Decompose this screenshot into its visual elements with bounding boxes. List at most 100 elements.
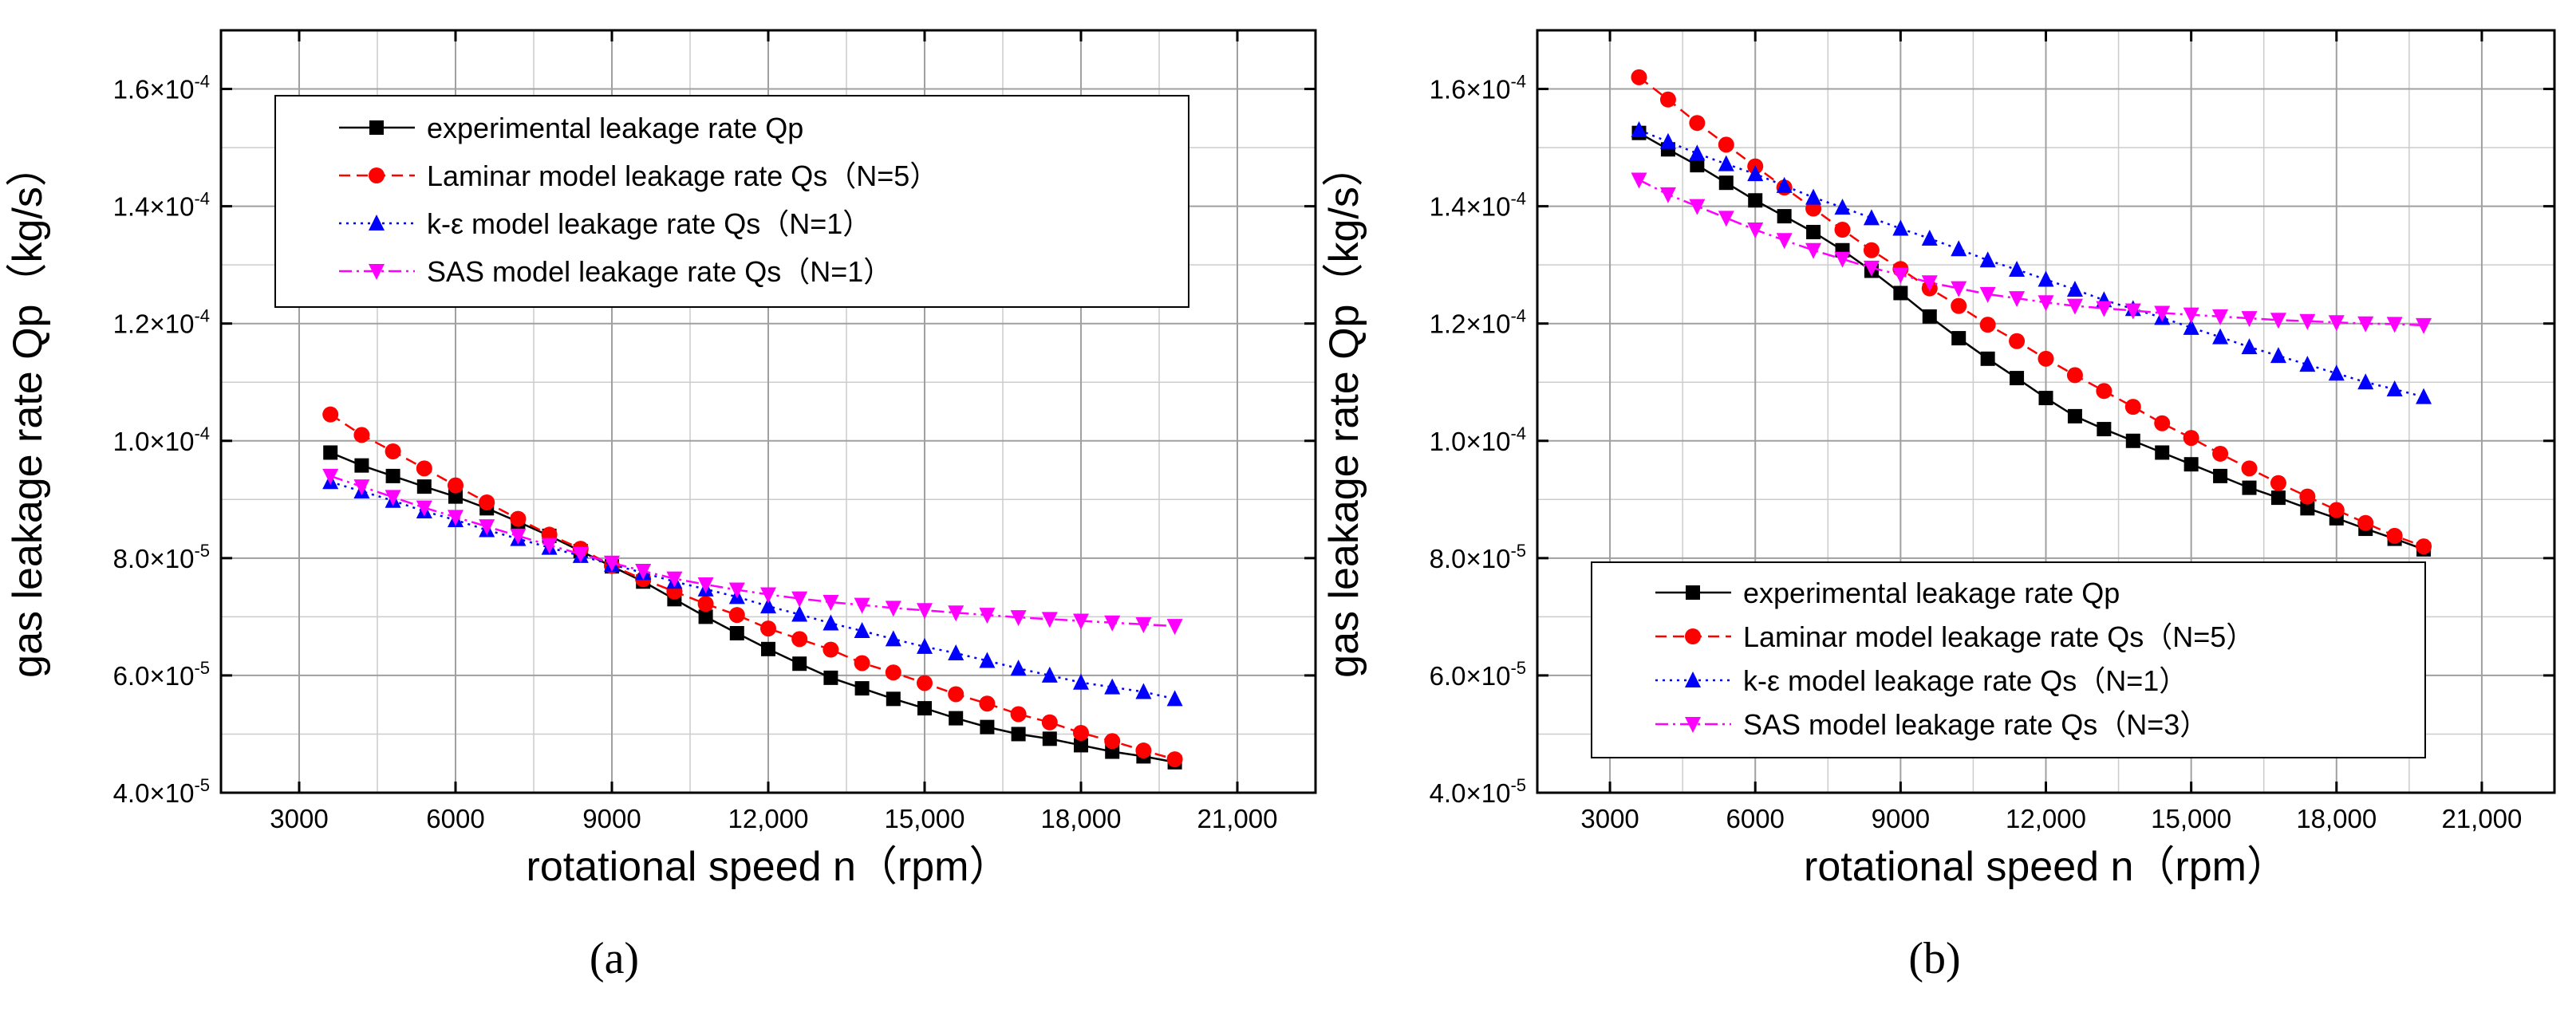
data-point <box>948 644 965 660</box>
data-point <box>2357 316 2374 333</box>
data-point <box>2066 298 2083 315</box>
legend-marker <box>1685 672 1701 687</box>
data-point <box>823 595 839 611</box>
data-point <box>760 587 776 604</box>
y-tick-label: 8.0×10-5 <box>1430 541 1526 573</box>
data-point <box>2009 291 2026 308</box>
data-point <box>1834 199 1851 215</box>
data-point <box>1921 275 1938 292</box>
chart-panel-a: 3000 6000 9000 12,000 15,000 18,000 21,000 4.0×… <box>5 29 1317 983</box>
data-point <box>979 652 996 668</box>
data-point <box>949 711 964 726</box>
data-point <box>2066 281 2083 297</box>
legend-label: experimental leakage rate Qp <box>427 112 803 144</box>
data-point <box>1166 751 1183 768</box>
x-tick-label: 3000 <box>1580 804 1639 833</box>
data-point <box>510 528 527 545</box>
series-3 <box>322 468 1183 636</box>
data-point <box>1776 233 1793 250</box>
data-point <box>2067 408 2082 423</box>
data-point <box>2154 305 2171 322</box>
data-point <box>1659 91 1676 108</box>
data-point <box>448 477 464 494</box>
data-point <box>1041 666 1058 683</box>
data-point <box>572 546 589 563</box>
data-point <box>1074 738 1088 753</box>
data-point <box>1073 673 1089 690</box>
data-point <box>2299 488 2316 505</box>
data-point <box>1718 175 1734 191</box>
data-point <box>2096 383 2112 400</box>
data-point <box>854 655 870 672</box>
y-tick-label: 8.0×10-5 <box>113 541 210 573</box>
legend-marker <box>369 215 385 230</box>
data-point <box>1747 223 1764 239</box>
x-tick-label: 15,000 <box>885 804 965 833</box>
data-point <box>760 597 776 614</box>
series-line <box>329 451 1175 763</box>
x-tick-label: 9000 <box>582 804 641 833</box>
data-point <box>1166 690 1183 707</box>
data-point <box>2300 501 2315 516</box>
data-point <box>2183 318 2199 335</box>
data-point <box>385 468 400 483</box>
x-tick-label: 18,000 <box>1041 804 1122 833</box>
data-point <box>1073 724 1089 741</box>
data-point <box>729 625 744 640</box>
data-point <box>385 490 401 506</box>
series-line <box>1639 128 2424 398</box>
data-point <box>1011 727 1026 742</box>
data-point <box>2097 422 2112 437</box>
data-point <box>2038 350 2054 367</box>
data-point <box>1718 211 1734 227</box>
data-point <box>2212 309 2229 325</box>
data-point <box>2096 301 2112 317</box>
data-point <box>2328 315 2345 332</box>
data-point <box>2328 502 2345 518</box>
data-point <box>2183 430 2199 447</box>
legend-label: SAS model leakage rate Qs（N=1） <box>427 255 892 288</box>
data-point <box>1863 260 1880 277</box>
data-point <box>385 443 401 460</box>
data-point <box>2241 311 2258 328</box>
x-tick-label: 12,000 <box>728 804 809 833</box>
data-point <box>979 695 996 712</box>
series-line <box>329 481 1175 700</box>
data-point <box>885 664 901 681</box>
data-point <box>823 614 839 631</box>
x-tick-label: 12,000 <box>2006 804 2086 833</box>
data-point <box>1951 297 1967 314</box>
y-tick-label: 1.4×10-4 <box>113 189 210 222</box>
data-point <box>948 686 965 703</box>
data-point <box>1631 69 1647 85</box>
data-point <box>1104 678 1121 695</box>
series-line <box>1638 179 2424 327</box>
data-point <box>416 479 432 494</box>
data-point <box>1041 714 1058 731</box>
data-point <box>2241 460 2258 477</box>
y-axis-title: gas leakage rate Qp（kg/s） <box>5 145 51 678</box>
y-tick-label: 1.6×10-4 <box>113 72 210 104</box>
data-point <box>1690 158 1705 173</box>
data-point <box>1776 176 1793 193</box>
data-point <box>948 605 965 622</box>
data-point <box>1073 613 1089 630</box>
data-point <box>2212 328 2229 345</box>
data-point <box>791 631 808 648</box>
data-point <box>1689 144 1706 161</box>
data-point <box>2416 538 2432 555</box>
data-point <box>479 494 495 510</box>
data-point <box>2357 373 2374 390</box>
data-point <box>479 519 495 536</box>
series-line <box>329 475 1175 628</box>
data-point <box>416 460 432 477</box>
data-point <box>1834 222 1851 238</box>
x-axis-title: rotational speed n（rpm） <box>527 844 1011 890</box>
y-tick-label: 1.2×10-4 <box>1430 306 1526 339</box>
data-point <box>791 605 808 622</box>
legend-marker <box>369 167 385 183</box>
y-tick-label: 1.4×10-4 <box>1430 189 1526 222</box>
data-point <box>1104 615 1121 632</box>
data-point <box>2270 347 2286 364</box>
legend: experimental leakage rate Qp Laminar mode… <box>1591 561 2426 758</box>
